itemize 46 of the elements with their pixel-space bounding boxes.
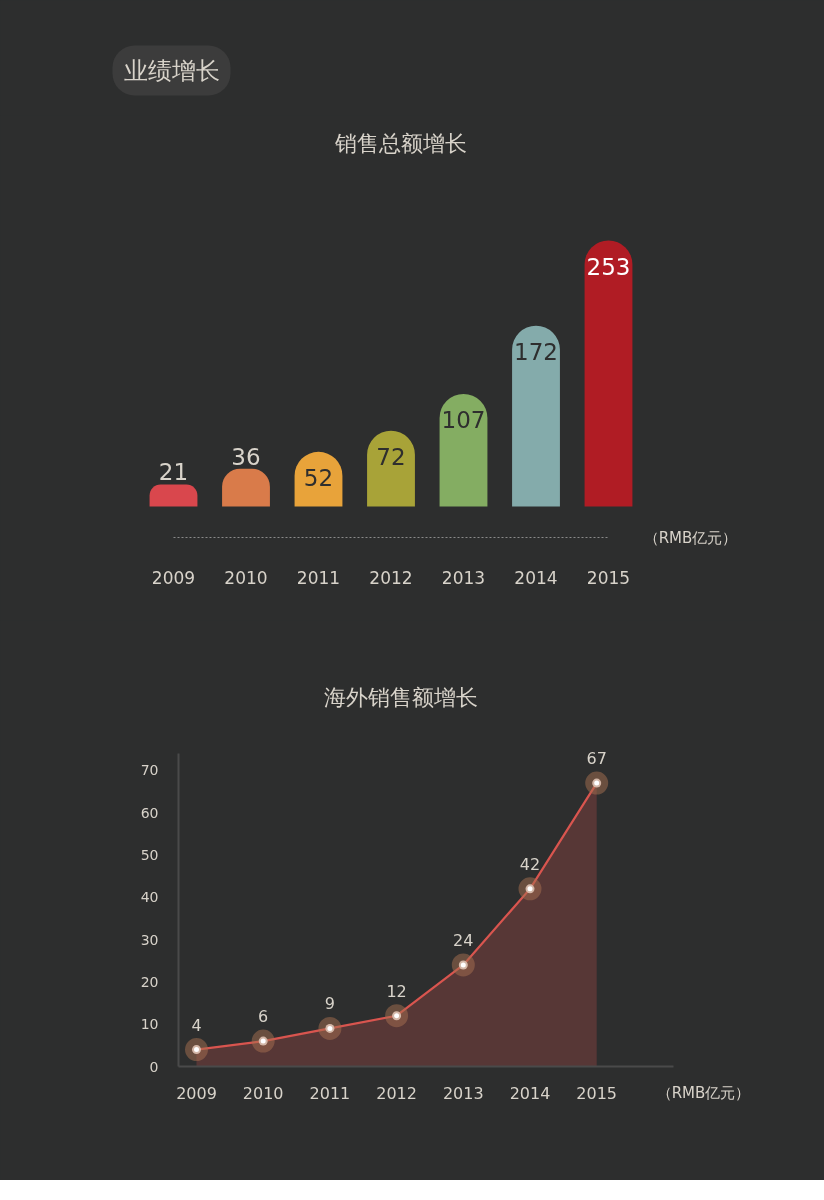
x-tick-label: 2010 <box>224 567 268 588</box>
bar <box>512 325 560 507</box>
x-tick-label: 2015 <box>586 567 631 588</box>
x-tick-label: 2012 <box>369 567 413 588</box>
text: （RMB亿元） <box>656 1083 751 1102</box>
x-tick-label: 2014 <box>509 1083 551 1103</box>
y-tick-label: 10 <box>140 1016 159 1033</box>
y-tick-label: 40 <box>140 889 159 906</box>
data-label: 253 <box>586 253 631 280</box>
data-label: 172 <box>514 338 558 365</box>
data-label: 107 <box>441 407 486 433</box>
y-tick-label: 20 <box>140 973 159 990</box>
data-label: 4 <box>191 1015 202 1035</box>
bar <box>149 484 198 507</box>
y-tick-label: 0 <box>149 1058 159 1075</box>
x-tick-label: 2009 <box>151 567 196 588</box>
bar <box>584 240 633 507</box>
bar <box>439 394 488 507</box>
data-label: 6 <box>258 1007 269 1027</box>
x-tick-label: 2013 <box>442 1083 484 1103</box>
x-tick-label: 2015 <box>576 1083 618 1103</box>
data-label: 72 <box>376 443 406 470</box>
x-tick-label: 2010 <box>242 1083 284 1103</box>
data-label: 21 <box>158 459 189 486</box>
y-tick-label: 50 <box>140 847 159 864</box>
data-label: 42 <box>519 854 541 874</box>
x-tick-label: 2011 <box>309 1083 351 1103</box>
chart-title: 销售总额增长 <box>333 131 467 156</box>
x-tick-label: 2009 <box>176 1083 217 1103</box>
x-tick-label: 2011 <box>296 567 341 588</box>
bar <box>367 430 415 507</box>
chart-title: 海外销售额增长 <box>323 685 478 710</box>
data-label: 52 <box>303 464 334 491</box>
x-tick-label: 2014 <box>514 567 558 588</box>
text: 业绩增长 <box>123 56 220 85</box>
y-tick-label: 60 <box>140 804 159 821</box>
data-label: 9 <box>324 994 335 1014</box>
y-tick-label: 30 <box>140 931 159 948</box>
data-label: 12 <box>386 981 407 1001</box>
data-label: 67 <box>586 749 607 769</box>
x-tick-label: 2013 <box>441 567 486 588</box>
text: （RMB亿元） <box>643 528 738 547</box>
x-tick-label: 2012 <box>376 1083 417 1103</box>
data-label: 36 <box>231 443 261 470</box>
y-tick-label: 70 <box>140 762 159 779</box>
data-label: 24 <box>453 930 474 950</box>
